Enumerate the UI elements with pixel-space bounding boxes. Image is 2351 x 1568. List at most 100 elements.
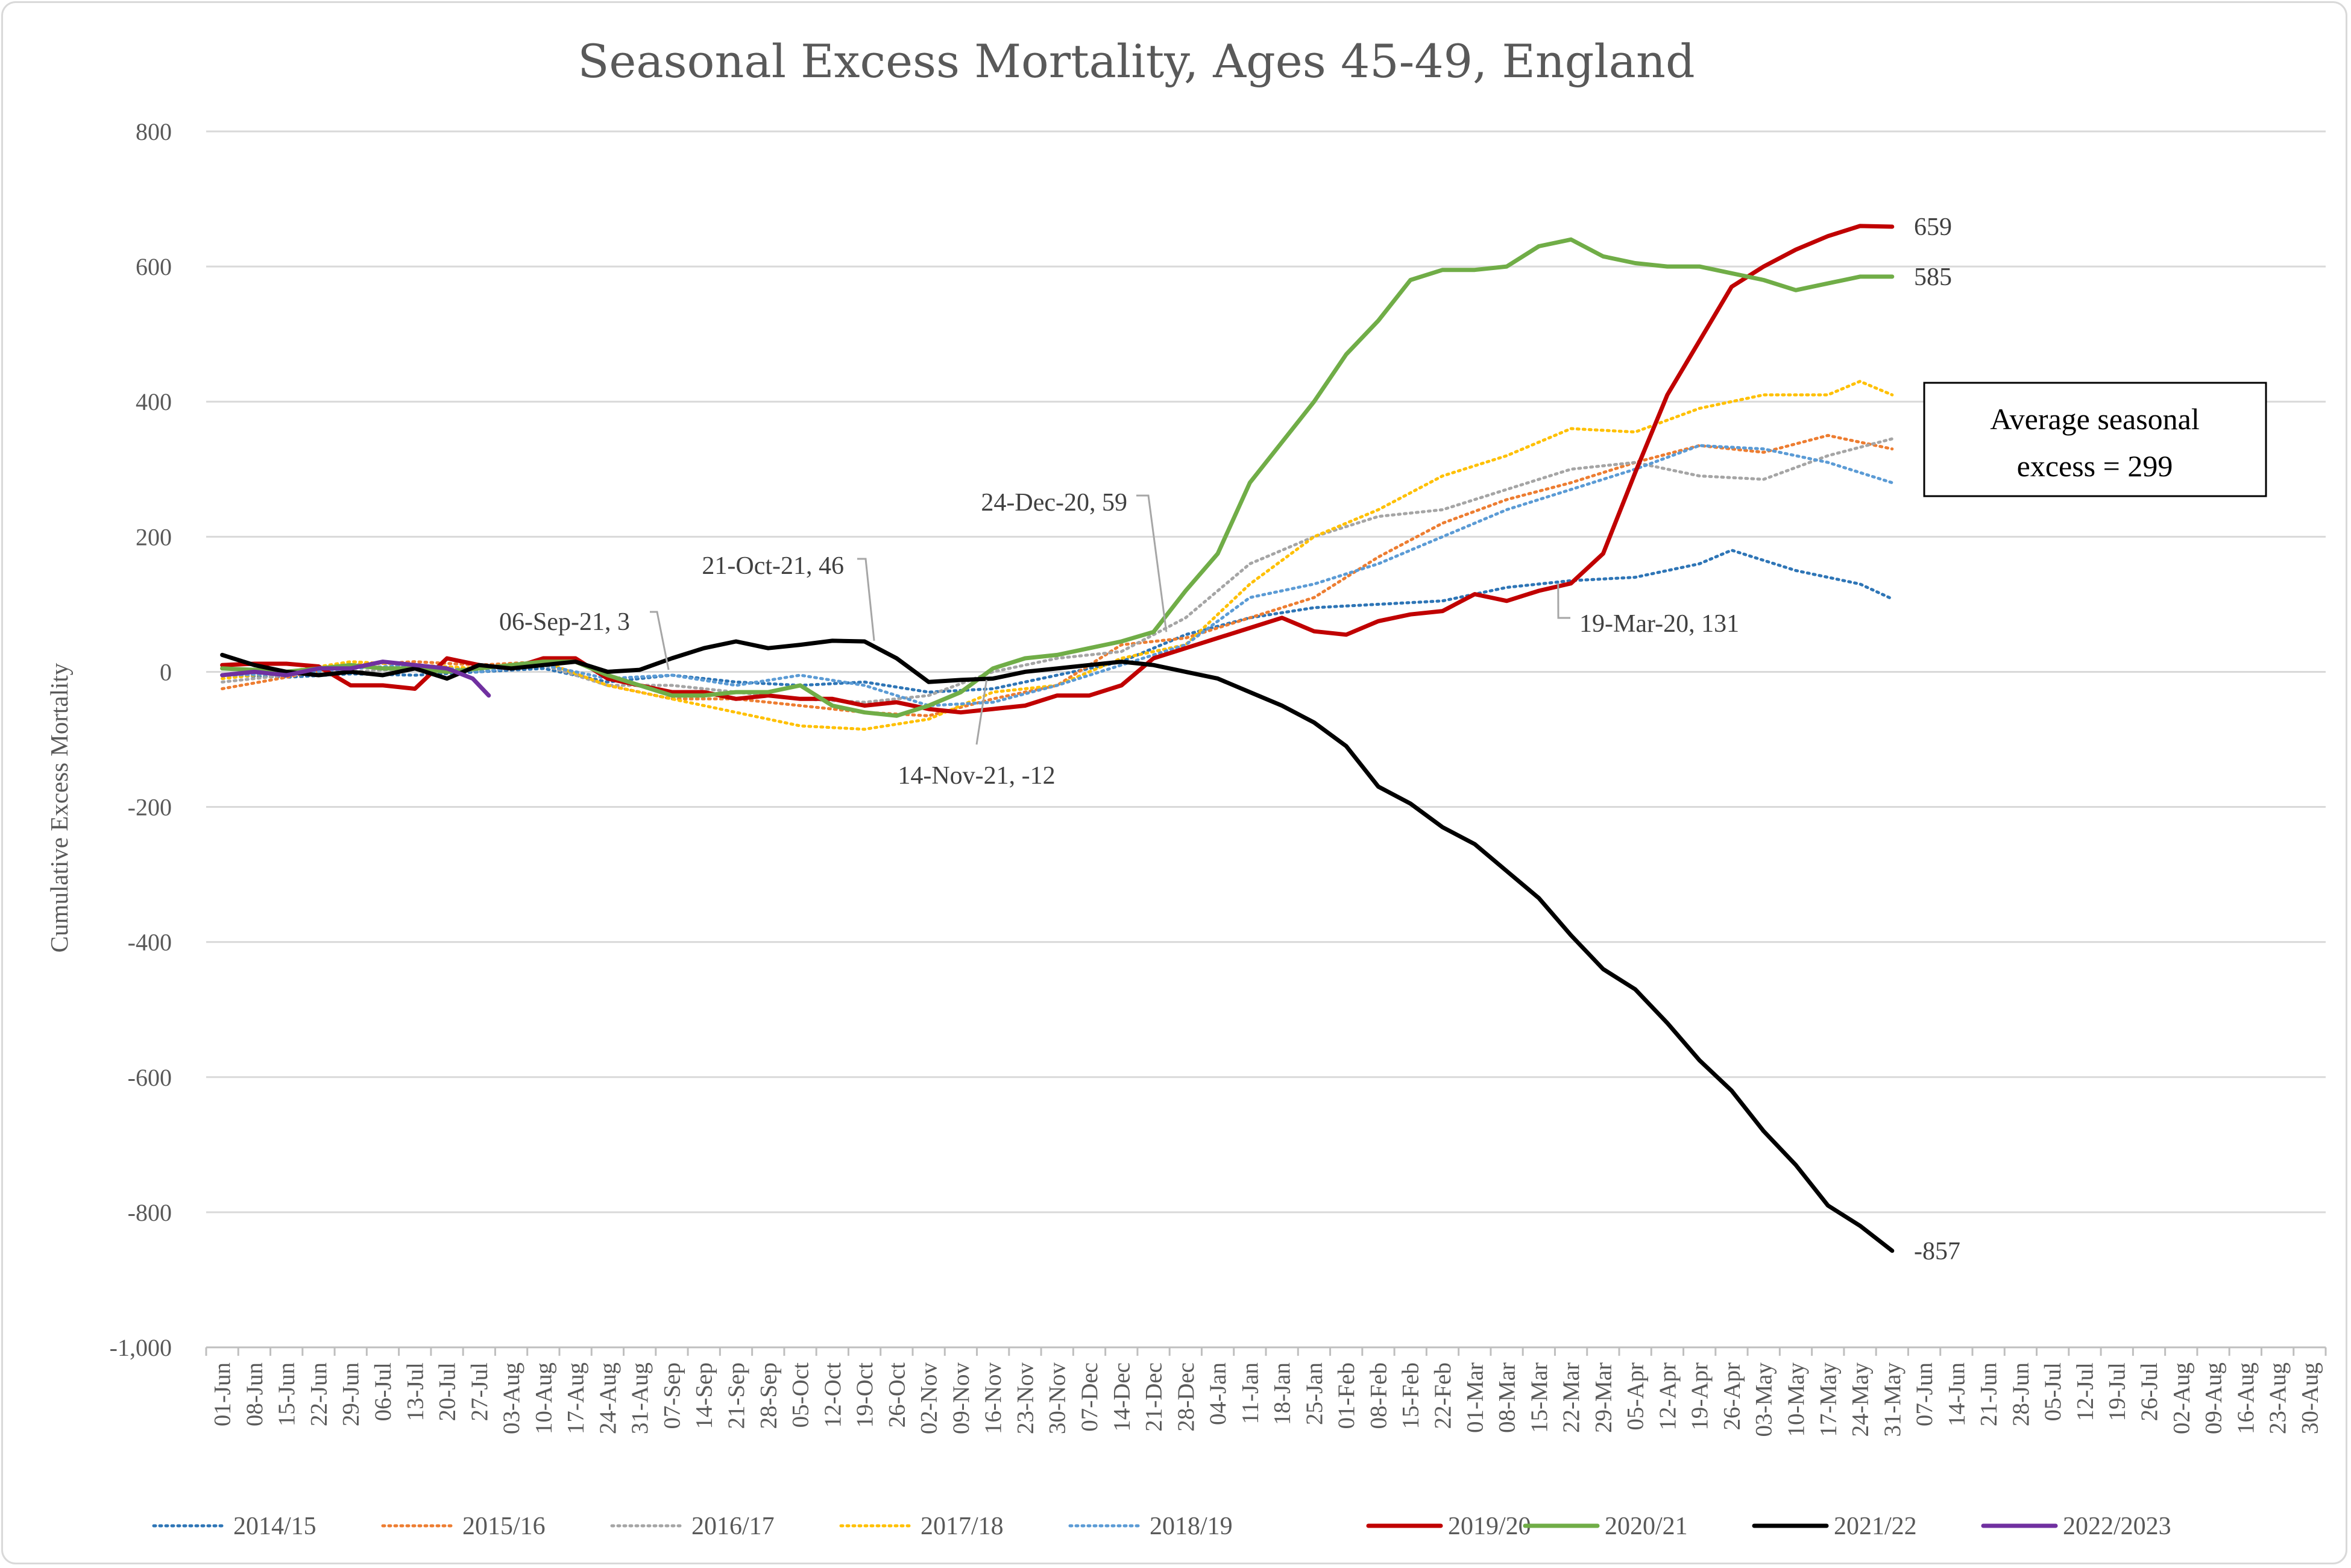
x-tick-label: 19-Jul [2104, 1362, 2130, 1422]
x-tick-label: 03-Aug [499, 1362, 524, 1434]
x-tick-label: 07-Sep [659, 1362, 685, 1429]
x-tick-label: 24-May [1848, 1362, 1874, 1437]
x-tick-label: 08-Mar [1494, 1362, 1520, 1433]
x-tick-label: 19-Oct [852, 1362, 878, 1428]
legend-label: 2016/17 [691, 1513, 775, 1540]
x-tick-label: 05-Apr [1623, 1362, 1649, 1431]
x-tick-label: 14-Jun [1943, 1362, 1969, 1426]
annotation-leader [857, 558, 875, 641]
annotation-label: 14-Nov-21, -12 [898, 762, 1055, 790]
x-tick-label: 31-May [1880, 1362, 1906, 1437]
info-box-line1: Average seasonal [1990, 402, 2200, 436]
x-tick-label: 28-Dec [1173, 1362, 1199, 1432]
end-value-label: 659 [1914, 213, 1952, 241]
end-labels: 659 585 -857 [1914, 213, 1960, 1265]
y-tick-label: -200 [128, 794, 172, 821]
info-box-border [1923, 382, 2267, 497]
x-tick-label: 23-Aug [2265, 1362, 2291, 1434]
x-tick-label: 20-Jul [435, 1362, 461, 1422]
x-tick-label: 12-Oct [820, 1362, 846, 1428]
y-tick-label: -1,000 [110, 1334, 172, 1361]
x-tick-label: 12-Jul [2072, 1362, 2098, 1422]
x-tick-label: 22-Jun [306, 1362, 332, 1426]
x-tick-label: 14-Sep [691, 1362, 717, 1429]
legend-label: 2021/22 [1834, 1513, 1917, 1540]
x-tick-label: 30-Nov [1045, 1362, 1071, 1435]
x-tick-label: 08-Jun [242, 1362, 268, 1426]
info-box-line2: excess = 299 [2017, 449, 2173, 483]
gridlines [206, 130, 2326, 1349]
x-tick-label: 25-Jan [1301, 1362, 1327, 1425]
y-tick-label: 200 [136, 523, 172, 550]
x-tick-label: 07-Jun [1912, 1362, 1937, 1426]
annotation-label: 19-Mar-20, 131 [1579, 610, 1739, 638]
info-box: Average seasonal excess = 299 [1923, 382, 2267, 497]
legend-label: 2015/16 [462, 1513, 546, 1540]
x-tick-label: 31-Aug [627, 1362, 653, 1434]
x-tick-label: 28-Jun [2008, 1362, 2034, 1426]
annotation-leader [1557, 583, 1570, 619]
chart-title: Seasonal Excess Mortality, Ages 45-49, E… [578, 34, 1695, 88]
x-tick-label: 03-May [1751, 1362, 1777, 1437]
x-tick-label: 02-Nov [916, 1362, 942, 1435]
x-axis: 01-Jun 08-Jun 15-Jun 22-Jun 29-Jun 06-Jul 13-J… [205, 1346, 2327, 1437]
x-tick-label: 28-Sep [755, 1362, 781, 1429]
x-tick-label: 06-Jul [370, 1362, 396, 1422]
annotation-leader [650, 611, 670, 670]
x-tick-label: 07-Dec [1077, 1362, 1103, 1432]
x-tick-label: 15-Mar [1526, 1362, 1552, 1433]
x-tick-label: 29-Jun [338, 1362, 364, 1426]
y-tick-label: 800 [136, 118, 172, 145]
x-tick-label: 17-May [1815, 1362, 1841, 1437]
x-tick-label: 26-Apr [1719, 1362, 1745, 1431]
x-tick-label: 09-Aug [2201, 1362, 2227, 1434]
x-tick-label: 09-Nov [948, 1362, 974, 1435]
x-tick-label: 17-Aug [563, 1362, 589, 1434]
x-tick-label: 21-Jun [1976, 1362, 2002, 1426]
y-axis-ticks: 800 600 400 200 0 -200 -400 -600 -800 -1,000 [110, 118, 172, 1361]
x-tick-label: 29-Mar [1590, 1362, 1616, 1433]
x-tick-label: 01-Feb [1333, 1362, 1359, 1429]
annotation-leader [975, 679, 988, 745]
x-tick-label: 19-Apr [1687, 1362, 1713, 1431]
x-tick-label: 24-Aug [595, 1362, 621, 1434]
x-tick-label: 26-Jul [2136, 1362, 2162, 1422]
annotation-label: 06-Sep-21, 3 [499, 608, 630, 636]
x-tick-label: 05-Oct [788, 1362, 814, 1428]
x-tick-label: 10-May [1783, 1362, 1809, 1437]
x-tick-label: 26-Oct [884, 1362, 910, 1428]
legend-label: 2014/15 [233, 1513, 316, 1540]
x-tick-label: 02-Aug [2168, 1362, 2194, 1434]
legend-label: 2017/18 [921, 1513, 1004, 1540]
x-tick-label: 15-Jun [274, 1362, 300, 1426]
legend-label: 2022/2023 [2063, 1513, 2171, 1540]
series-line-2018-19 [221, 444, 1894, 707]
annotation-label: 24-Dec-20, 59 [981, 489, 1127, 517]
x-tick-label: 30-Aug [2297, 1362, 2323, 1434]
x-tick-label: 08-Feb [1365, 1362, 1391, 1429]
y-tick-label: -600 [128, 1064, 172, 1091]
x-tick-label: 18-Jan [1270, 1362, 1295, 1425]
y-tick-label: 0 [160, 658, 172, 685]
series-line-2022-2023 [220, 660, 491, 698]
x-tick-label: 15-Feb [1398, 1362, 1424, 1429]
x-tick-label: 14-Dec [1109, 1362, 1135, 1432]
x-tick-label: 13-Jul [402, 1362, 428, 1422]
x-tick-label: 01-Jun [210, 1362, 236, 1426]
legend-label: 2019/20 [1448, 1513, 1531, 1540]
annotation-label: 21-Oct-21, 46 [702, 552, 844, 580]
y-tick-label: -800 [128, 1199, 172, 1226]
end-value-label: 585 [1914, 263, 1952, 291]
x-tick-label: 10-Aug [530, 1362, 556, 1434]
y-tick-label: 400 [136, 388, 172, 415]
x-tick-label: 21-Sep [723, 1362, 749, 1429]
x-tick-label: 27-Jul [467, 1362, 493, 1422]
x-tick-label: 22-Mar [1558, 1362, 1584, 1433]
annotation-leader [1136, 494, 1168, 632]
x-tick-label: 22-Feb [1430, 1362, 1456, 1429]
y-tick-label: -400 [128, 929, 172, 956]
x-tick-label: 16-Nov [980, 1362, 1006, 1435]
x-tick-label: 23-Nov [1012, 1362, 1038, 1435]
x-tick-label: 16-Aug [2233, 1362, 2259, 1434]
